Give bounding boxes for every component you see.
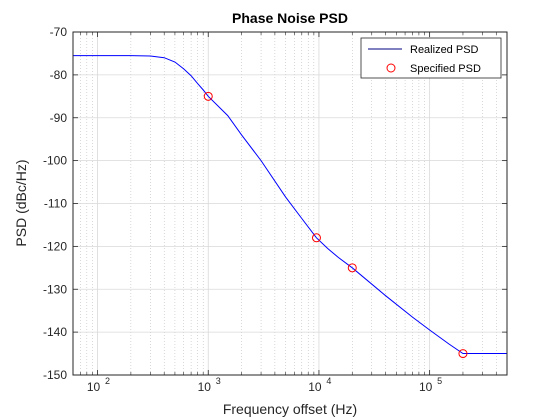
x-tick-labels: 10 2 10 3 10 4 10 5 xyxy=(87,376,442,394)
y-tick-labels: -150 -140 -130 -120 -110 -100 -90 -80 -70 xyxy=(43,25,67,382)
y-tick-label: -80 xyxy=(50,68,68,82)
y-tick-label: -130 xyxy=(43,282,67,296)
y-tick-label: -120 xyxy=(43,239,67,253)
chart-title: Phase Noise PSD xyxy=(232,10,348,26)
x-tick-label: 10 xyxy=(87,380,101,394)
legend-label-specified: Specified PSD xyxy=(410,63,481,75)
x-tick-label: 10 xyxy=(419,380,433,394)
x-tick-label: 10 xyxy=(198,380,212,394)
y-tick-label: -110 xyxy=(44,197,67,211)
x-tick-exponent: 2 xyxy=(105,376,110,386)
y-tick-label: -150 xyxy=(43,368,67,382)
y-tick-label: -70 xyxy=(50,25,68,39)
y-tick-label: -90 xyxy=(50,111,68,125)
series-marker-specified-psd xyxy=(458,349,468,359)
x-tick-exponent: 4 xyxy=(326,376,331,386)
axis-ticks xyxy=(72,31,508,376)
y-axis-label: PSD (dBc/Hz) xyxy=(13,159,29,246)
series-marker-specified-psd xyxy=(311,233,321,243)
y-tick-label: -100 xyxy=(43,154,67,168)
x-axis-label: Frequency offset (Hz) xyxy=(223,401,357,417)
series-marker-specified-psd xyxy=(203,91,213,101)
x-tick-label: 10 xyxy=(308,380,322,394)
y-tick-label: -140 xyxy=(43,325,67,339)
legend-marker-swatch xyxy=(386,63,396,73)
legend-box xyxy=(360,37,502,79)
x-tick-exponent: 3 xyxy=(216,376,221,386)
plot-lines xyxy=(73,55,507,359)
series-marker-specified-psd xyxy=(347,263,357,273)
x-tick-exponent: 5 xyxy=(437,376,442,386)
legend-label-realized: Realized PSD xyxy=(410,44,479,56)
legend: Realized PSD Specified PSD xyxy=(360,37,502,79)
series-line-realized-psd xyxy=(73,55,507,355)
